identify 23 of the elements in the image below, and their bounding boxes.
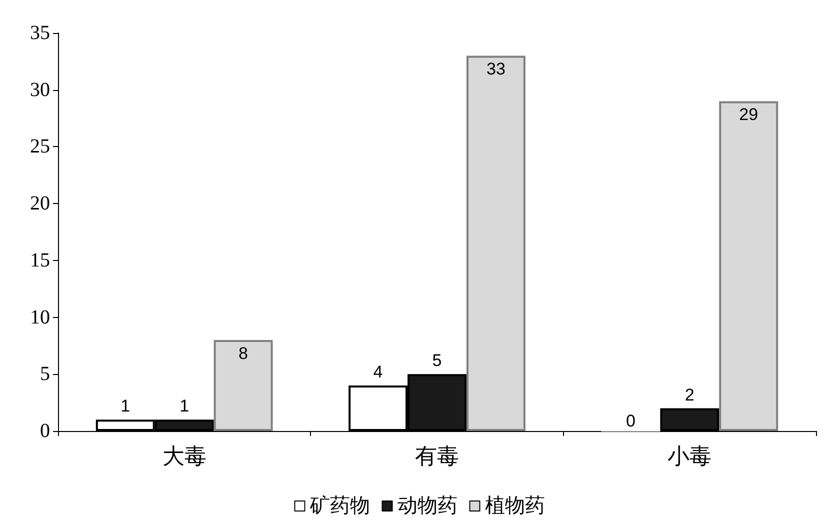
- legend-label: 动物药: [397, 495, 458, 517]
- y-tick-label: 25: [30, 136, 50, 158]
- x-tick-label: 大毒: [162, 444, 206, 468]
- data-label: 2: [684, 385, 694, 404]
- x-tick-label: 小毒: [668, 444, 712, 468]
- data-label: 29: [739, 105, 758, 124]
- data-label: 4: [373, 362, 383, 382]
- data-label: 0: [626, 412, 636, 430]
- y-tick-label: 20: [30, 192, 50, 215]
- y-tick-label: 15: [30, 249, 50, 272]
- y-tick-label: 10: [30, 306, 50, 328]
- y-tick-label: 30: [30, 78, 50, 101]
- x-tick-label: 有毒: [415, 444, 459, 468]
- y-tick-label: 0: [40, 420, 50, 442]
- legend-label: 植物药: [484, 495, 545, 517]
- y-tick-label: 35: [30, 22, 50, 44]
- y-tick-label: 5: [40, 363, 50, 386]
- data-label: 1: [180, 396, 190, 416]
- legend-label: 矿药物: [308, 495, 370, 517]
- data-label: 33: [486, 60, 506, 79]
- data-label: 5: [432, 351, 442, 370]
- data-label: 1: [120, 396, 130, 416]
- data-label: 8: [238, 344, 248, 364]
